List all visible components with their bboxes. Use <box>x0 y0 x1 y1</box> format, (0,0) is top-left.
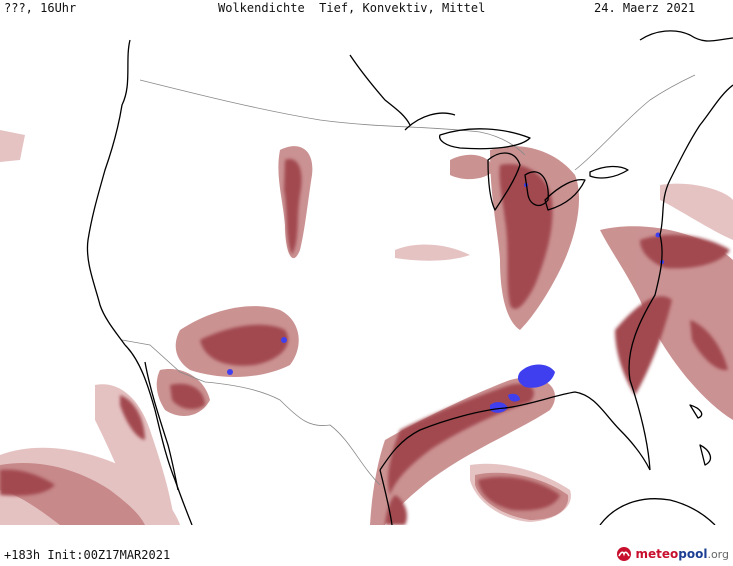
model-run-label: +183h Init:00Z17MAR2021 <box>4 548 171 562</box>
map-footer: +183h Init:00Z17MAR2021 meteo pool .org <box>0 538 733 566</box>
map-header: ???, 16Uhr Wolkendichte Tief, Konvektiv,… <box>0 0 733 20</box>
meteopool-logo[interactable]: meteo pool .org <box>616 544 729 564</box>
coastlines <box>86 30 733 525</box>
meteopool-logo-icon <box>617 547 632 561</box>
logo-text-org: .org <box>707 547 729 561</box>
country-borders <box>121 74 696 486</box>
map-title: Wolkendichte Tief, Konvektiv, Mittel <box>218 1 486 15</box>
convective-cells <box>227 183 664 413</box>
date-label: 24. Maerz 2021 <box>594 1 696 15</box>
logo-text-pool: pool <box>678 547 708 561</box>
cloud-density-map <box>0 20 733 525</box>
logo-text-meteo: meteo <box>635 547 679 561</box>
valid-time-label: ???, 16Uhr <box>4 1 77 15</box>
